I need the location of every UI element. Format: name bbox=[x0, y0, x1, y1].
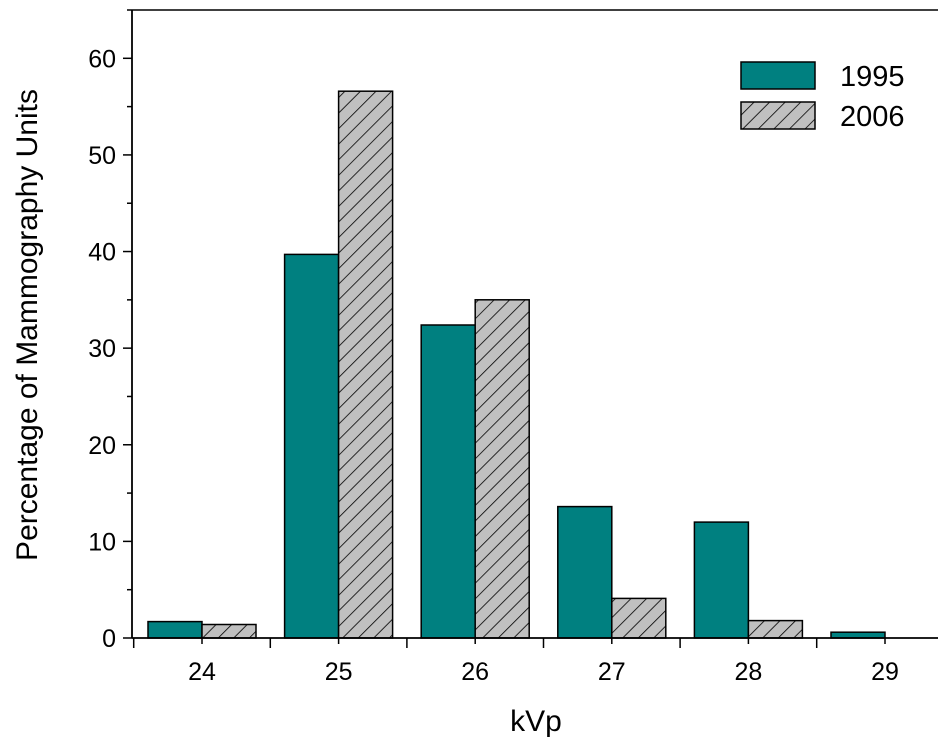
x-tick-label: 24 bbox=[188, 658, 216, 686]
bar-2006-28 bbox=[747, 619, 804, 639]
bar-2006-24 bbox=[201, 623, 257, 639]
bars-layer bbox=[147, 90, 886, 639]
bar-2006-26 bbox=[474, 299, 530, 639]
legend-label-2006: 2006 bbox=[840, 101, 905, 133]
legend-label-1995: 1995 bbox=[840, 61, 905, 93]
x-tick-label: 25 bbox=[325, 658, 353, 686]
bar-1995-27 bbox=[557, 505, 613, 639]
x-tick-label: 27 bbox=[598, 658, 626, 686]
legend-swatch-2006 bbox=[740, 101, 816, 130]
x-tick-label: 26 bbox=[461, 658, 489, 686]
bar-1995-26 bbox=[420, 324, 476, 639]
legend-swatch-1995 bbox=[740, 61, 816, 90]
x-axis-title: kVp bbox=[510, 705, 562, 738]
y-tick-label: 30 bbox=[88, 335, 116, 363]
bar-2006-27 bbox=[611, 597, 667, 639]
y-tick-label: 0 bbox=[102, 625, 116, 653]
bar-1995-25 bbox=[283, 253, 340, 639]
y-tick-label: 50 bbox=[88, 142, 116, 170]
x-tick-label: 28 bbox=[734, 658, 762, 686]
y-tick-label: 40 bbox=[88, 239, 116, 267]
axes-layer: 0 10 20 30 40 50 60 24 25 26 27 28 29 bbox=[88, 9, 938, 686]
y-tick-label: 10 bbox=[88, 528, 116, 556]
y-tick-label: 60 bbox=[88, 45, 116, 73]
bar-2006-25 bbox=[337, 90, 394, 639]
bar-1995-28 bbox=[693, 521, 750, 639]
y-axis-title: Percentage of Mammography Units bbox=[11, 89, 44, 561]
x-tick-label: 29 bbox=[871, 658, 899, 686]
y-tick-label: 20 bbox=[88, 432, 116, 460]
legend: 1995 2006 bbox=[740, 61, 905, 133]
bar-1995-24 bbox=[147, 620, 203, 639]
